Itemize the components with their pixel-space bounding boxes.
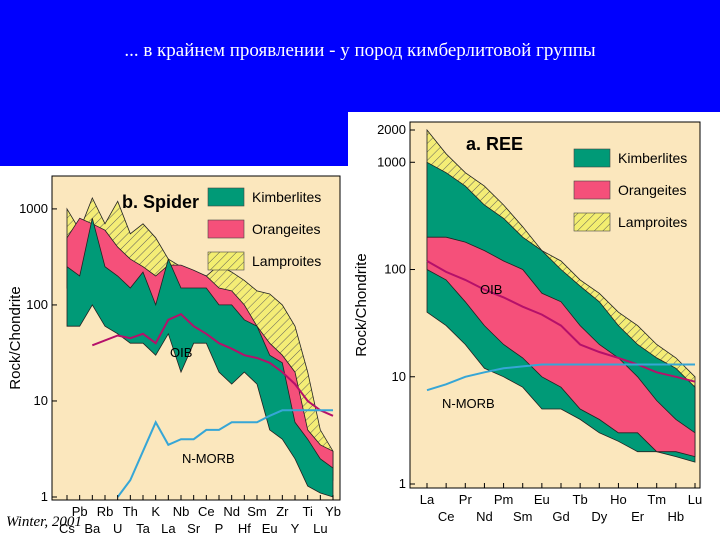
slide-title: ... в крайнем проявлении - у пород кимбе… (124, 40, 596, 61)
credit-text: Winter, 2001 (6, 514, 82, 530)
x-tick-label: La (161, 521, 176, 536)
legend-swatch-kimberlite (207, 187, 245, 207)
x-tick-label: Tb (573, 492, 588, 507)
x-tick-label: Tm (647, 492, 666, 507)
x-tick-label: Pm (494, 492, 514, 507)
line-oib (91, 313, 334, 417)
x-tick-label: Pb (72, 504, 88, 519)
legend-label-kimberlite: Kimberlites (618, 150, 687, 166)
line-nmorb (426, 363, 695, 392)
x-tick-label: Ce (438, 509, 455, 524)
x-tick-label: Er (631, 509, 645, 524)
x-tick-label: Ho (610, 492, 627, 507)
ree-diagram: 1 10 100 1000 2000 Rock/Chondrite La Pr Pm Eu Tb Ho… (353, 121, 702, 524)
x-tick-label: Rb (97, 504, 114, 519)
y-tick-label: 100 (384, 262, 406, 277)
y-tick-label: 1 (41, 489, 48, 504)
x-tick-label: Gd (552, 509, 569, 524)
legend-swatch-orangeite (207, 219, 245, 239)
x-tick-label: La (420, 492, 435, 507)
panel-title: a. REE (466, 134, 523, 154)
y-tick-label: 1 (399, 476, 406, 491)
x-tick-label: Hb (668, 509, 685, 524)
x-tick-label: Sr (187, 521, 201, 536)
spider-diagram: 1 10 100 1000 Rock/Chondrite Pb Rb Th K Nb Ce Nd Sm Z… (7, 175, 341, 536)
x-tick-label: Lu (688, 492, 702, 507)
x-tick-label: P (215, 521, 224, 536)
x-tick-label: Nd (476, 509, 493, 524)
x-tick-label: Hf (238, 521, 251, 536)
x-tick-label: Cs (59, 521, 75, 536)
band-orangeite (426, 236, 696, 458)
x-tick-label: Dy (591, 509, 607, 524)
plot-frame (51, 175, 341, 501)
x-tick-label: Ti (302, 504, 312, 519)
x-tick-label: Sm (513, 509, 533, 524)
ree-diagram-panel: 1 10 100 1000 2000 Rock/Chondrite La Pr Pm Eu Tb Ho… (348, 112, 720, 540)
y-axis-label: Rock/Chondrite (7, 286, 24, 389)
x-tick-label: Lu (313, 521, 327, 536)
x-tick-label: Yb (325, 504, 341, 519)
y-tick-label: 10 (34, 393, 48, 408)
y-tick-label: 1000 (19, 201, 48, 216)
oib-label: OIB (170, 345, 192, 360)
x-tick-label: Ta (136, 521, 151, 536)
x-tick-label: U (113, 521, 122, 536)
plot-frame (409, 121, 701, 489)
x-tick-label: Eu (262, 521, 278, 536)
y-tick-label: 10 (392, 369, 406, 384)
y-tick-label: 100 (26, 297, 48, 312)
oib-label: OIB (480, 282, 502, 297)
y-tick-label: 1000 (377, 154, 406, 169)
x-tick-label: Nb (173, 504, 190, 519)
x-tick-label: Nd (223, 504, 240, 519)
line-oib (426, 260, 696, 383)
x-tick-label: K (151, 504, 160, 519)
x-tick-label: Ba (84, 521, 101, 536)
legend-label-kimberlite: Kimberlites (252, 189, 321, 205)
x-tick-label: Zr (276, 504, 289, 519)
legend-swatch-orangeite (573, 180, 611, 200)
x-tick-label: Pr (459, 492, 473, 507)
legend-label-lamproite: Lamproites (618, 214, 687, 230)
x-tick-label: Eu (534, 492, 550, 507)
x-tick-label: Sm (247, 504, 267, 519)
nmorb-label: N-MORB (182, 451, 235, 466)
y-tick-label: 2000 (377, 122, 406, 137)
x-tick-label: Th (123, 504, 138, 519)
legend-swatch-kimberlite (573, 148, 611, 168)
x-tick-label: Ce (198, 504, 215, 519)
x-tick-label: Y (291, 521, 300, 536)
legend-label-orangeite: Orangeites (618, 182, 686, 198)
nmorb-label: N-MORB (442, 396, 495, 411)
legend-label-orangeite: Orangeites (252, 221, 320, 237)
line-nmorb (116, 409, 333, 498)
panel-title: b. Spider (122, 192, 199, 212)
y-axis-label: Rock/Chondrite (353, 253, 370, 356)
legend-swatch-lamproite (573, 212, 611, 232)
spider-diagram-panel: 1 10 100 1000 Rock/Chondrite Pb Rb Th K Nb Ce Nd Sm Z… (0, 166, 350, 540)
legend-label-lamproite: Lamproites (252, 253, 321, 269)
legend-swatch-lamproite (207, 251, 245, 271)
